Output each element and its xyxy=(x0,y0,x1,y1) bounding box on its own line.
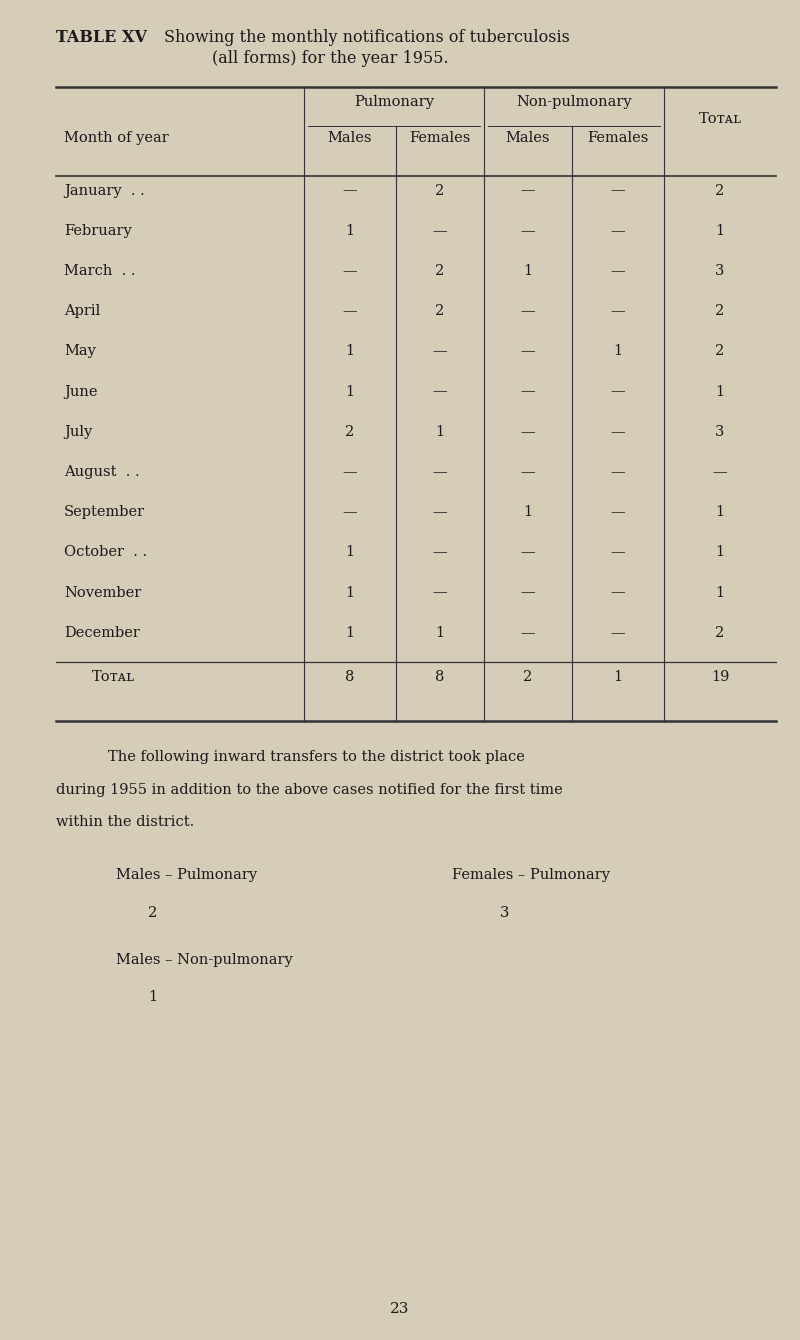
Text: October  . .: October . . xyxy=(64,545,147,559)
Text: 1: 1 xyxy=(715,586,725,599)
Text: —: — xyxy=(521,385,535,398)
Text: February: February xyxy=(64,224,132,237)
Text: 8: 8 xyxy=(346,670,354,683)
Text: 3: 3 xyxy=(715,264,725,277)
Text: TABLE XV: TABLE XV xyxy=(56,29,147,47)
Text: 23: 23 xyxy=(390,1302,410,1316)
Text: 8: 8 xyxy=(435,670,445,683)
Text: —: — xyxy=(610,184,626,197)
Text: August  . .: August . . xyxy=(64,465,140,478)
Text: —: — xyxy=(433,465,447,478)
Text: Month of year: Month of year xyxy=(64,131,169,145)
Text: —: — xyxy=(433,545,447,559)
Text: 2: 2 xyxy=(435,264,445,277)
Text: —: — xyxy=(610,586,626,599)
Text: —: — xyxy=(610,465,626,478)
Text: —: — xyxy=(342,465,358,478)
Text: January  . .: January . . xyxy=(64,184,145,197)
Text: 1: 1 xyxy=(346,385,354,398)
Text: —: — xyxy=(433,385,447,398)
Text: Pulmonary: Pulmonary xyxy=(354,95,434,109)
Text: —: — xyxy=(713,465,727,478)
Text: —: — xyxy=(521,545,535,559)
Text: —: — xyxy=(433,344,447,358)
Text: —: — xyxy=(610,505,626,519)
Text: during 1955 in addition to the above cases notified for the first time: during 1955 in addition to the above cas… xyxy=(56,783,562,796)
Text: 1: 1 xyxy=(346,224,354,237)
Text: 1: 1 xyxy=(614,670,622,683)
Text: —: — xyxy=(521,586,535,599)
Text: November: November xyxy=(64,586,142,599)
Text: Non-pulmonary: Non-pulmonary xyxy=(516,95,632,109)
Text: 3: 3 xyxy=(500,906,510,919)
Text: 1: 1 xyxy=(435,425,445,438)
Text: —: — xyxy=(342,184,358,197)
Text: Females: Females xyxy=(410,131,470,145)
Text: 1: 1 xyxy=(523,264,533,277)
Text: —: — xyxy=(521,224,535,237)
Text: Males: Males xyxy=(506,131,550,145)
Text: June: June xyxy=(64,385,98,398)
Text: —: — xyxy=(610,545,626,559)
Text: 2: 2 xyxy=(715,184,725,197)
Text: —: — xyxy=(610,385,626,398)
Text: —: — xyxy=(610,425,626,438)
Text: Females: Females xyxy=(587,131,649,145)
Text: Tᴏᴛᴀʟ: Tᴏᴛᴀʟ xyxy=(698,113,742,126)
Text: 1: 1 xyxy=(346,586,354,599)
Text: Males – Pulmonary: Males – Pulmonary xyxy=(116,868,257,882)
Text: 1: 1 xyxy=(715,505,725,519)
Text: 2: 2 xyxy=(346,425,354,438)
Text: 2: 2 xyxy=(435,304,445,318)
Text: July: July xyxy=(64,425,92,438)
Text: —: — xyxy=(521,425,535,438)
Text: 1: 1 xyxy=(346,626,354,639)
Text: Showing the monthly notifications of tuberculosis: Showing the monthly notifications of tub… xyxy=(164,29,570,47)
Text: March  . .: March . . xyxy=(64,264,135,277)
Text: —: — xyxy=(610,224,626,237)
Text: Tᴏᴛᴀʟ: Tᴏᴛᴀʟ xyxy=(92,670,135,683)
Text: 1: 1 xyxy=(346,545,354,559)
Text: 1: 1 xyxy=(523,505,533,519)
Text: —: — xyxy=(610,264,626,277)
Text: April: April xyxy=(64,304,100,318)
Text: 2: 2 xyxy=(435,184,445,197)
Text: December: December xyxy=(64,626,140,639)
Text: 2: 2 xyxy=(715,626,725,639)
Text: within the district.: within the district. xyxy=(56,815,194,828)
Text: 3: 3 xyxy=(715,425,725,438)
Text: —: — xyxy=(521,184,535,197)
Text: 1: 1 xyxy=(715,385,725,398)
Text: 1: 1 xyxy=(614,344,622,358)
Text: (all forms) for the year 1955.: (all forms) for the year 1955. xyxy=(212,50,449,67)
Text: —: — xyxy=(342,264,358,277)
Text: 2: 2 xyxy=(148,906,158,919)
Text: —: — xyxy=(610,304,626,318)
Text: 1: 1 xyxy=(346,344,354,358)
Text: Males – Non-pulmonary: Males – Non-pulmonary xyxy=(116,953,293,966)
Text: 2: 2 xyxy=(715,344,725,358)
Text: The following inward transfers to the district took place: The following inward transfers to the di… xyxy=(108,750,525,764)
Text: Females – Pulmonary: Females – Pulmonary xyxy=(452,868,610,882)
Text: 19: 19 xyxy=(711,670,729,683)
Text: —: — xyxy=(342,505,358,519)
Text: September: September xyxy=(64,505,145,519)
Text: 2: 2 xyxy=(715,304,725,318)
Text: —: — xyxy=(521,465,535,478)
Text: —: — xyxy=(521,304,535,318)
Text: —: — xyxy=(433,505,447,519)
Text: 2: 2 xyxy=(523,670,533,683)
Text: 1: 1 xyxy=(435,626,445,639)
Text: 1: 1 xyxy=(715,545,725,559)
Text: —: — xyxy=(610,626,626,639)
Text: 1: 1 xyxy=(148,990,157,1004)
Text: —: — xyxy=(433,586,447,599)
Text: —: — xyxy=(342,304,358,318)
Text: —: — xyxy=(433,224,447,237)
Text: —: — xyxy=(521,344,535,358)
Text: 1: 1 xyxy=(715,224,725,237)
Text: May: May xyxy=(64,344,96,358)
Text: Males: Males xyxy=(328,131,372,145)
Text: —: — xyxy=(521,626,535,639)
